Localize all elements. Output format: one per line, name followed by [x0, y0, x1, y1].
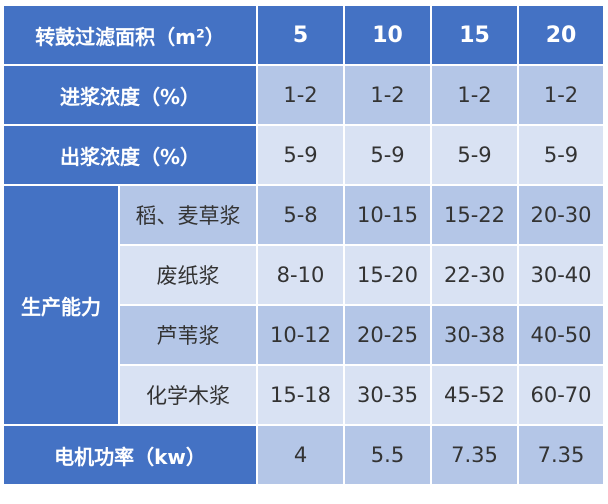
cell: 40-50: [517, 304, 605, 366]
pulp-type: 化学木浆: [118, 364, 258, 426]
cell: 5-8: [256, 184, 345, 246]
cell: 5-9: [517, 124, 605, 186]
table-row: 进浆浓度（%） 1-2 1-2 1-2 1-2: [2, 64, 605, 126]
cell: 22-30: [430, 244, 519, 306]
cell: 20-25: [343, 304, 432, 366]
cell: 10-15: [343, 184, 432, 246]
outlet-consistency-label: 出浆浓度（%）: [2, 124, 258, 186]
cell: 30-38: [430, 304, 519, 366]
inlet-consistency-label: 进浆浓度（%）: [2, 64, 258, 126]
cell: 1-2: [430, 64, 519, 126]
table-row: 出浆浓度（%） 5-9 5-9 5-9 5-9: [2, 124, 605, 186]
cell: 10-12: [256, 304, 345, 366]
cell: 60-70: [517, 364, 605, 426]
cell: 7.35: [517, 424, 605, 486]
area-5: 5: [256, 4, 345, 66]
area-20: 20: [517, 4, 605, 66]
cell: 5-9: [256, 124, 345, 186]
table-row: 生产能力 稻、麦草浆 5-8 10-15 15-22 20-30: [2, 184, 605, 426]
pulp-type: 稻、麦草浆: [118, 184, 258, 246]
cell: 15-18: [256, 364, 345, 426]
capacity-label: 生产能力: [2, 184, 120, 426]
cell: 7.35: [430, 424, 519, 486]
pulp-type: 芦苇浆: [118, 304, 258, 366]
specs-table: 转鼓过滤面积（m²） 5 10 15 20 进浆浓度（%） 1-2 1-2 1-…: [2, 4, 605, 486]
cell: 1-2: [517, 64, 605, 126]
cell: 15-20: [343, 244, 432, 306]
cell: 45-52: [430, 364, 519, 426]
motor-power-label: 电机功率（kw）: [2, 424, 258, 486]
header-row: 转鼓过滤面积（m²） 5 10 15 20: [2, 4, 605, 66]
table-row: 芦苇浆 10-12 20-25 30-38 40-50: [3, 304, 605, 366]
area-10: 10: [343, 4, 432, 66]
table-row: 电机功率（kw） 4 5.5 7.35 7.35: [2, 424, 605, 486]
cell: 1-2: [343, 64, 432, 126]
pulp-type: 废纸浆: [118, 244, 258, 306]
filter-area-label: 转鼓过滤面积（m²）: [2, 4, 258, 66]
cell: 5.5: [343, 424, 432, 486]
cell: 30-35: [343, 364, 432, 426]
cell: 15-22: [430, 184, 519, 246]
table-row: 化学木浆 15-18 30-35 45-52 60-70: [3, 364, 605, 426]
cell: 4: [256, 424, 345, 486]
cell: 1-2: [256, 64, 345, 126]
cell: 8-10: [256, 244, 345, 306]
area-15: 15: [430, 4, 519, 66]
cell: 5-9: [343, 124, 432, 186]
cell: 20-30: [517, 184, 605, 246]
cell: 30-40: [517, 244, 605, 306]
cell: 5-9: [430, 124, 519, 186]
table-row: 废纸浆 8-10 15-20 22-30 30-40: [3, 244, 605, 306]
